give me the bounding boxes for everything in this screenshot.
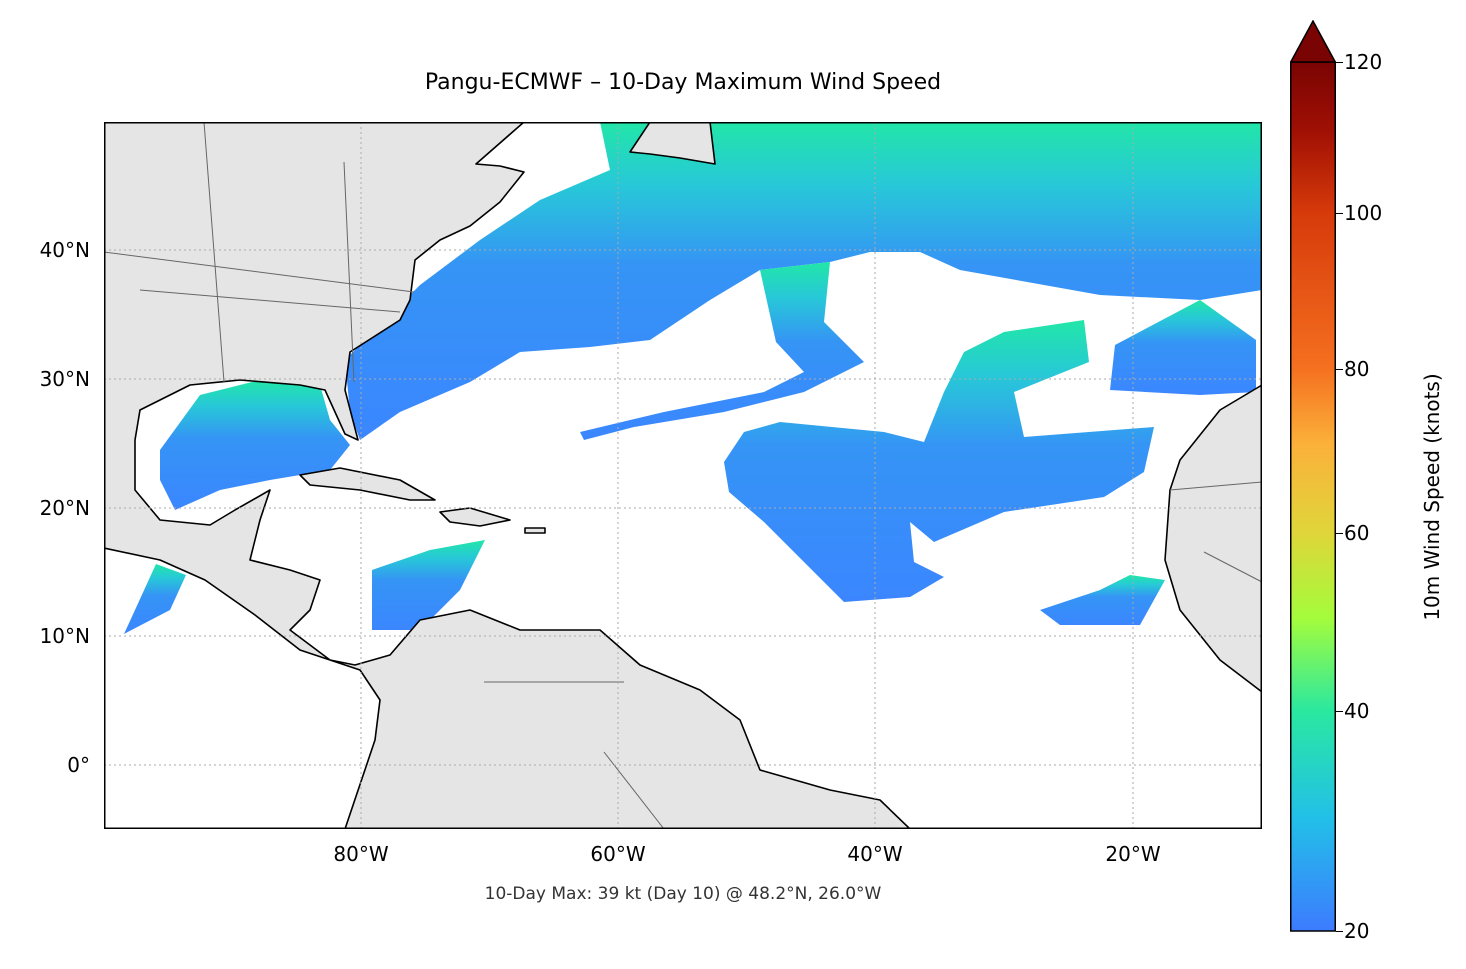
wind-area-gulf-of-mexico [160, 380, 350, 510]
wind-field [124, 122, 1262, 634]
map-canvas [104, 122, 1262, 829]
wind-area-central-atlantic [724, 320, 1154, 602]
lat-label: 30°N [39, 367, 90, 391]
land [104, 122, 1262, 829]
lat-label: 40°N [39, 238, 90, 262]
colorbar-extend-arrow [1290, 20, 1336, 63]
colorbar-tick: 60 [1344, 521, 1370, 545]
colorbar-tick: 20 [1344, 919, 1370, 943]
colorbar [1290, 20, 1336, 932]
land-newfoundland [629, 122, 716, 165]
wind-area-north-atlantic [345, 122, 1262, 440]
colorbar-tick: 80 [1344, 357, 1370, 381]
wind-area-caribbean [372, 540, 485, 630]
lat-label: 10°N [39, 624, 90, 648]
wind-area-eastern-pacific [124, 564, 186, 634]
land-africa [1164, 384, 1262, 693]
lon-label: 60°W [590, 842, 646, 866]
wind-area-east-atlantic-south [1040, 575, 1165, 625]
wind-area-east-atlantic-north [1110, 300, 1256, 395]
gridlines [104, 122, 1262, 829]
lat-label: 0° [67, 753, 90, 777]
lat-label: 20°N [39, 496, 90, 520]
land-puerto-rico [524, 527, 546, 534]
lon-label: 80°W [333, 842, 389, 866]
land-americas [104, 122, 911, 829]
colorbar-tick: 40 [1344, 699, 1370, 723]
max-wind-annotation: 10-Day Max: 39 kt (Day 10) @ 48.2°N, 26.… [484, 884, 882, 904]
land-cuba [299, 467, 436, 501]
land-hispaniola [439, 507, 511, 527]
colorbar-tick: 100 [1344, 201, 1383, 225]
wind-area-mid-atlantic [580, 262, 864, 440]
chart-title: Pangu-ECMWF – 10-Day Maximum Wind Speed [424, 70, 942, 95]
colorbar-tick: 120 [1344, 50, 1383, 74]
lon-label: 20°W [1105, 842, 1161, 866]
colorbar-label: 10m Wind Speed (knots) [1420, 373, 1444, 621]
lon-label: 40°W [847, 842, 903, 866]
map-frame [104, 122, 1262, 829]
